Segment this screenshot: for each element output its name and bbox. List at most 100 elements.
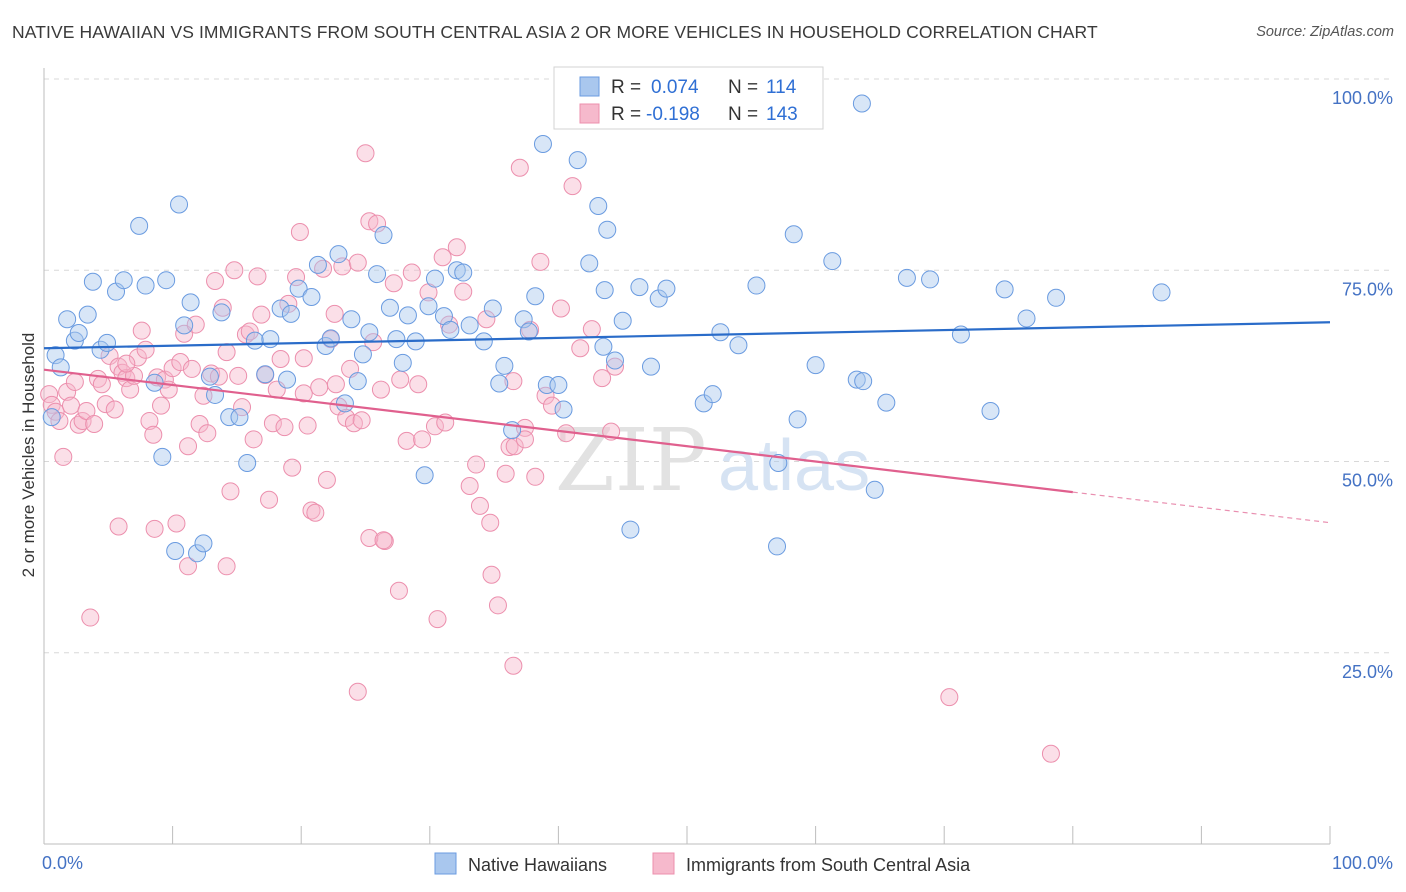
pink-point — [481, 513, 500, 532]
blue-point — [245, 331, 264, 350]
legend-n-value-1: 114 — [766, 77, 797, 98]
pink-point — [179, 557, 198, 576]
watermark-zip: ZIP — [555, 411, 707, 511]
blue-point — [157, 271, 176, 290]
pink-point — [510, 158, 529, 177]
legend-r-value-1: 0.074 — [651, 77, 699, 98]
pink-point — [65, 372, 84, 391]
trend-lines — [43, 321, 1331, 524]
pink-point — [368, 214, 387, 233]
blue-point — [554, 400, 573, 419]
pink-point — [198, 424, 217, 443]
pink-point — [605, 357, 624, 376]
blue-point — [69, 323, 88, 342]
pink-point — [515, 430, 534, 449]
pink-point — [467, 455, 486, 474]
pink-point — [252, 305, 271, 324]
pink-point — [85, 415, 104, 434]
legend-bottom-label-2: Immigrants from South Central Asia — [686, 855, 971, 875]
blue-point — [342, 310, 361, 329]
blue-point — [321, 329, 340, 348]
blue-point — [768, 537, 787, 556]
pink-point — [470, 496, 489, 515]
blue-point — [711, 323, 730, 342]
pink-point — [225, 261, 244, 280]
pink-point — [348, 253, 367, 272]
blue-point — [281, 304, 300, 323]
pink-point — [389, 581, 408, 600]
pink-point — [1041, 744, 1060, 763]
blue-point — [353, 345, 372, 364]
pink-point — [217, 343, 236, 362]
pink-point — [551, 299, 570, 318]
pink-point — [136, 340, 155, 359]
pink-point — [352, 411, 371, 430]
pink-point — [433, 248, 452, 267]
blue-point — [308, 255, 327, 274]
pink-point — [384, 274, 403, 293]
pink-point — [563, 177, 582, 196]
pink-point — [40, 385, 59, 404]
blue-point — [348, 372, 367, 391]
y-tick-label: 75.0% — [1342, 279, 1393, 299]
pink-point — [360, 529, 379, 547]
blue-point — [387, 330, 406, 349]
blue-point — [1152, 283, 1171, 302]
pink-point — [447, 238, 466, 257]
axes — [43, 68, 1331, 845]
legend-bottom: Native Hawaiians Immigrants from South C… — [434, 852, 971, 875]
gridlines — [44, 78, 1392, 654]
blue-point — [289, 279, 308, 298]
blue-point — [865, 480, 884, 499]
pink-point — [152, 396, 171, 415]
pink-point — [325, 304, 344, 323]
y-tick-label: 100.0% — [1332, 88, 1393, 108]
blue-point — [1017, 309, 1036, 328]
pink-point — [145, 519, 164, 538]
blue-point — [474, 332, 493, 351]
pink-trend-line — [43, 368, 1073, 494]
pink-point — [271, 349, 290, 368]
blue-point — [823, 252, 842, 271]
blue-point — [747, 276, 766, 295]
blue-point — [769, 454, 788, 473]
blue-point — [613, 311, 632, 330]
pink-point — [402, 263, 421, 282]
pink-point — [477, 310, 496, 329]
blue-point — [784, 225, 803, 244]
blue-point — [212, 303, 231, 322]
blue-point — [302, 288, 321, 307]
pink-point — [356, 144, 375, 163]
legend-top: R = 0.074 N = 114 R = -0.198 N = 143 — [553, 66, 824, 130]
pink-point — [531, 252, 550, 271]
blue-point — [1047, 288, 1066, 307]
legend-r-value-2: -0.198 — [646, 104, 700, 125]
pink-point — [496, 464, 515, 483]
blue-point — [380, 298, 399, 317]
blue-point — [261, 330, 280, 349]
blue-point — [83, 272, 102, 291]
pink-point — [317, 470, 336, 489]
blue-point — [441, 320, 460, 339]
watermark: ZIP atlas — [555, 411, 870, 511]
blue-point — [130, 216, 149, 235]
pink-point — [221, 482, 240, 501]
pink-point — [81, 608, 100, 627]
blue-point — [91, 340, 110, 359]
blue-point — [181, 293, 200, 312]
pink-point — [428, 610, 447, 629]
blue-point — [877, 393, 896, 412]
chart-source: Source: ZipAtlas.com — [1256, 24, 1394, 40]
blue-point — [594, 337, 613, 356]
pink-point — [206, 271, 225, 290]
pink-point — [128, 348, 147, 367]
legend-pink-swatch — [579, 103, 600, 124]
pink-point — [371, 380, 390, 399]
blue-point — [188, 544, 207, 563]
pink-point — [454, 282, 473, 301]
blue-point — [460, 316, 479, 335]
pink-point — [409, 375, 428, 394]
blue-point — [419, 297, 438, 316]
pink-point — [413, 430, 432, 449]
